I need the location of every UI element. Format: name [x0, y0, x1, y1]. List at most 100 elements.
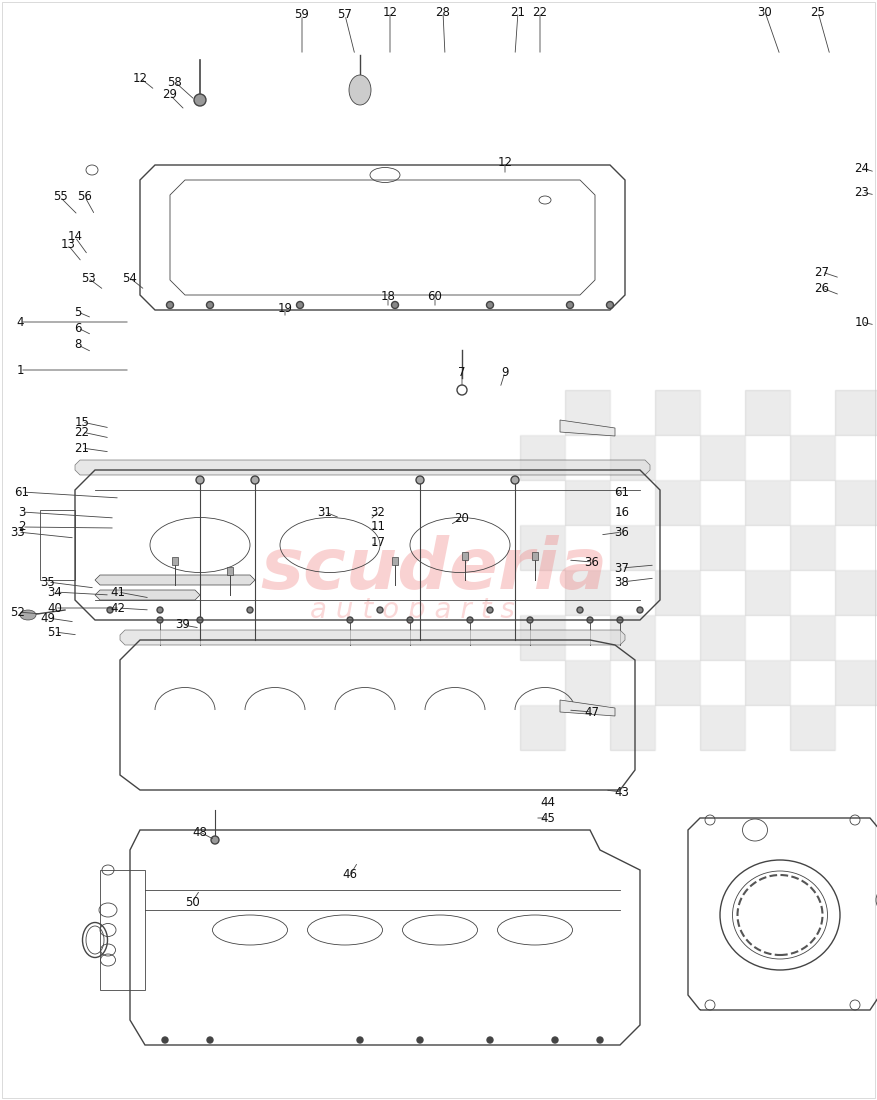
- Text: 24: 24: [854, 162, 869, 175]
- Bar: [610, 434, 655, 480]
- Circle shape: [617, 617, 623, 623]
- Circle shape: [167, 301, 174, 308]
- Text: 41: 41: [111, 585, 125, 598]
- Bar: [610, 705, 655, 750]
- Bar: [700, 434, 745, 480]
- Bar: [790, 480, 835, 525]
- Bar: [520, 525, 565, 570]
- Text: 12: 12: [497, 155, 512, 168]
- Bar: [520, 434, 565, 480]
- Bar: [700, 570, 745, 615]
- Bar: [655, 615, 700, 660]
- Bar: [700, 705, 745, 750]
- Circle shape: [296, 301, 303, 308]
- Bar: [655, 434, 700, 480]
- Bar: [227, 566, 233, 575]
- Bar: [700, 390, 745, 435]
- Bar: [520, 615, 565, 660]
- Text: 36: 36: [615, 526, 630, 539]
- Bar: [745, 660, 790, 705]
- Bar: [520, 570, 565, 615]
- Bar: [610, 525, 655, 570]
- Bar: [610, 570, 655, 615]
- Text: 25: 25: [810, 6, 825, 19]
- Text: 60: 60: [428, 290, 442, 304]
- Bar: [655, 660, 700, 705]
- Bar: [790, 525, 835, 570]
- Circle shape: [211, 836, 219, 844]
- Text: 56: 56: [77, 190, 92, 204]
- Text: 44: 44: [540, 795, 555, 808]
- Circle shape: [251, 476, 259, 484]
- Text: 28: 28: [436, 6, 451, 19]
- Text: 23: 23: [854, 186, 869, 198]
- Polygon shape: [560, 420, 615, 436]
- Circle shape: [377, 607, 383, 613]
- Circle shape: [194, 94, 206, 106]
- Circle shape: [197, 617, 203, 623]
- Bar: [790, 660, 835, 705]
- Text: 48: 48: [193, 825, 208, 838]
- Text: 46: 46: [343, 869, 358, 881]
- Bar: [565, 615, 610, 660]
- Text: 6: 6: [75, 321, 82, 334]
- Bar: [835, 615, 877, 660]
- Circle shape: [637, 607, 643, 613]
- Text: 55: 55: [53, 190, 68, 204]
- Bar: [745, 705, 790, 750]
- Circle shape: [527, 617, 533, 623]
- Bar: [392, 557, 398, 565]
- Text: 58: 58: [168, 76, 182, 88]
- Circle shape: [206, 301, 213, 308]
- Text: 43: 43: [615, 785, 630, 799]
- Circle shape: [417, 1037, 423, 1043]
- Polygon shape: [120, 630, 625, 645]
- Text: 5: 5: [75, 306, 82, 319]
- Text: 12: 12: [132, 72, 147, 85]
- Bar: [790, 705, 835, 750]
- Text: 19: 19: [277, 301, 293, 315]
- Circle shape: [157, 617, 163, 623]
- Text: 16: 16: [615, 506, 630, 518]
- Text: 47: 47: [584, 705, 600, 718]
- Circle shape: [407, 617, 413, 623]
- Text: scuderia: scuderia: [260, 536, 607, 605]
- Text: 30: 30: [758, 6, 773, 19]
- Bar: [565, 480, 610, 525]
- Circle shape: [416, 476, 424, 484]
- Circle shape: [196, 476, 204, 484]
- Bar: [610, 480, 655, 525]
- Text: 51: 51: [47, 626, 62, 638]
- Text: 42: 42: [111, 602, 125, 615]
- Circle shape: [607, 301, 614, 308]
- Text: 32: 32: [371, 506, 385, 518]
- Text: 10: 10: [854, 316, 869, 329]
- Text: 14: 14: [68, 231, 82, 243]
- Bar: [745, 480, 790, 525]
- Bar: [745, 390, 790, 435]
- Bar: [745, 434, 790, 480]
- Text: 22: 22: [532, 6, 547, 19]
- Bar: [655, 390, 700, 435]
- Bar: [565, 570, 610, 615]
- Text: 52: 52: [11, 605, 25, 618]
- Text: 34: 34: [47, 585, 62, 598]
- Text: 26: 26: [815, 282, 830, 295]
- Polygon shape: [95, 575, 255, 585]
- Text: 21: 21: [510, 6, 525, 19]
- Text: 50: 50: [185, 895, 199, 909]
- Bar: [565, 390, 610, 435]
- Text: 38: 38: [615, 575, 630, 589]
- Text: 54: 54: [123, 272, 138, 285]
- Polygon shape: [75, 460, 650, 475]
- Bar: [835, 434, 877, 480]
- Bar: [655, 570, 700, 615]
- Text: 7: 7: [459, 365, 466, 378]
- Circle shape: [347, 617, 353, 623]
- Circle shape: [511, 476, 519, 484]
- Bar: [790, 390, 835, 435]
- Text: 31: 31: [317, 506, 332, 518]
- Text: 29: 29: [162, 88, 177, 101]
- Circle shape: [567, 301, 574, 308]
- Text: 27: 27: [815, 265, 830, 278]
